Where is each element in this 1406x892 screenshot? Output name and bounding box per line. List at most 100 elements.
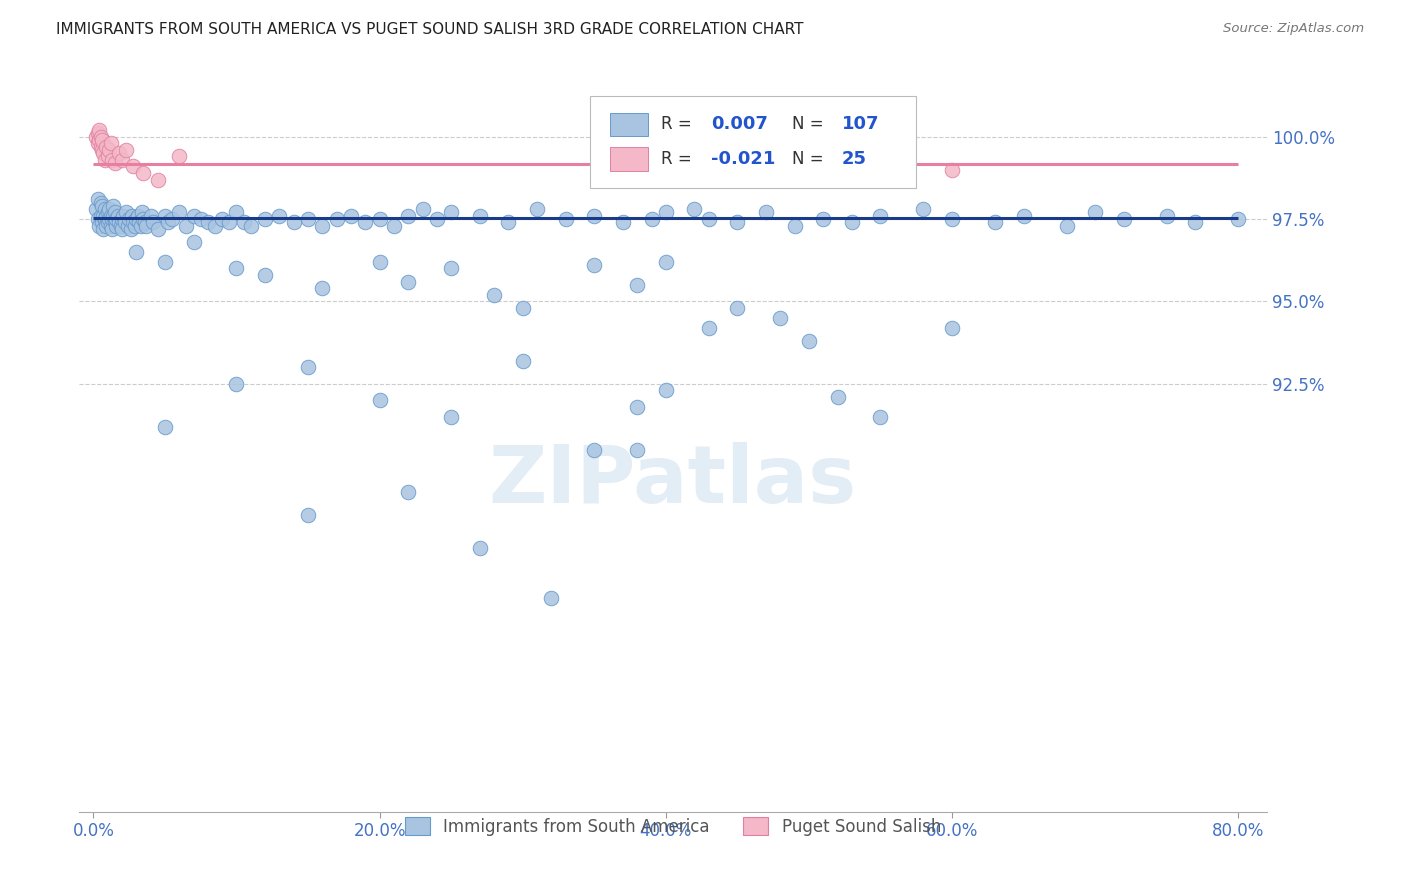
- Point: [87, 133, 110, 147]
- Point: [354, 215, 377, 229]
- Point: [468, 209, 491, 223]
- Point: [232, 215, 254, 229]
- Point: [120, 222, 142, 236]
- Point: [655, 384, 678, 398]
- Point: [426, 212, 449, 227]
- Point: [139, 209, 162, 223]
- Point: [211, 212, 233, 227]
- Point: [218, 215, 240, 229]
- Point: [769, 310, 792, 325]
- Point: [86, 192, 108, 206]
- Point: [941, 162, 963, 177]
- Point: [100, 209, 122, 223]
- Point: [153, 255, 176, 269]
- Point: [117, 219, 139, 233]
- Point: [160, 212, 183, 227]
- Point: [100, 219, 122, 233]
- Point: [183, 209, 205, 223]
- FancyBboxPatch shape: [610, 147, 648, 170]
- Point: [94, 202, 117, 217]
- Point: [526, 202, 548, 217]
- FancyBboxPatch shape: [610, 112, 648, 136]
- Point: [125, 245, 148, 260]
- Point: [97, 149, 120, 163]
- Point: [97, 205, 120, 219]
- Point: [869, 409, 891, 424]
- Point: [283, 215, 305, 229]
- Point: [482, 288, 505, 302]
- Point: [100, 136, 122, 151]
- FancyBboxPatch shape: [591, 95, 917, 187]
- Point: [91, 143, 114, 157]
- Point: [176, 219, 198, 233]
- Point: [512, 353, 534, 368]
- Point: [827, 390, 849, 404]
- Point: [368, 393, 391, 408]
- Point: [697, 212, 720, 227]
- Point: [108, 215, 131, 229]
- Point: [107, 209, 129, 223]
- Point: [115, 205, 138, 219]
- Point: [103, 199, 125, 213]
- Text: 0.007: 0.007: [711, 115, 768, 134]
- Point: [583, 258, 606, 272]
- Point: [129, 219, 152, 233]
- Point: [104, 215, 127, 229]
- Point: [122, 215, 145, 229]
- Point: [1184, 215, 1206, 229]
- Point: [1112, 212, 1135, 227]
- Point: [783, 219, 806, 233]
- Point: [225, 205, 247, 219]
- Point: [132, 166, 155, 180]
- Point: [96, 139, 118, 153]
- Point: [93, 222, 115, 236]
- Point: [912, 202, 935, 217]
- Point: [583, 209, 606, 223]
- Point: [841, 215, 863, 229]
- Point: [87, 123, 110, 137]
- Point: [382, 219, 405, 233]
- Point: [127, 209, 149, 223]
- Point: [1227, 212, 1250, 227]
- Point: [396, 275, 419, 289]
- Point: [1056, 219, 1078, 233]
- Point: [368, 212, 391, 227]
- Point: [91, 199, 114, 213]
- Point: [655, 205, 678, 219]
- Point: [440, 261, 463, 276]
- Point: [86, 212, 108, 227]
- Point: [254, 268, 277, 282]
- Point: [128, 215, 150, 229]
- Point: [93, 146, 115, 161]
- Point: [225, 376, 247, 391]
- Point: [167, 205, 190, 219]
- Legend: Immigrants from South America, Puget Sound Salish: Immigrants from South America, Puget Sou…: [396, 809, 949, 844]
- Point: [869, 209, 891, 223]
- Point: [197, 215, 219, 229]
- Point: [122, 160, 145, 174]
- Point: [583, 442, 606, 457]
- Point: [626, 400, 648, 414]
- Point: [108, 146, 131, 161]
- Text: IMMIGRANTS FROM SOUTH AMERICA VS PUGET SOUND SALISH 3RD GRADE CORRELATION CHART: IMMIGRANTS FROM SOUTH AMERICA VS PUGET S…: [56, 22, 804, 37]
- Point: [225, 261, 247, 276]
- Point: [110, 219, 132, 233]
- Point: [683, 202, 706, 217]
- Point: [111, 153, 134, 167]
- Point: [146, 222, 169, 236]
- Point: [1012, 209, 1035, 223]
- Point: [540, 591, 562, 605]
- Point: [725, 215, 748, 229]
- Point: [104, 205, 127, 219]
- Point: [297, 360, 319, 375]
- Point: [98, 143, 121, 157]
- Point: [112, 209, 135, 223]
- Point: [96, 219, 118, 233]
- Point: [89, 195, 111, 210]
- Point: [121, 209, 143, 223]
- Point: [89, 209, 111, 223]
- Point: [984, 215, 1007, 229]
- Point: [725, 301, 748, 315]
- Point: [204, 219, 226, 233]
- Point: [697, 320, 720, 334]
